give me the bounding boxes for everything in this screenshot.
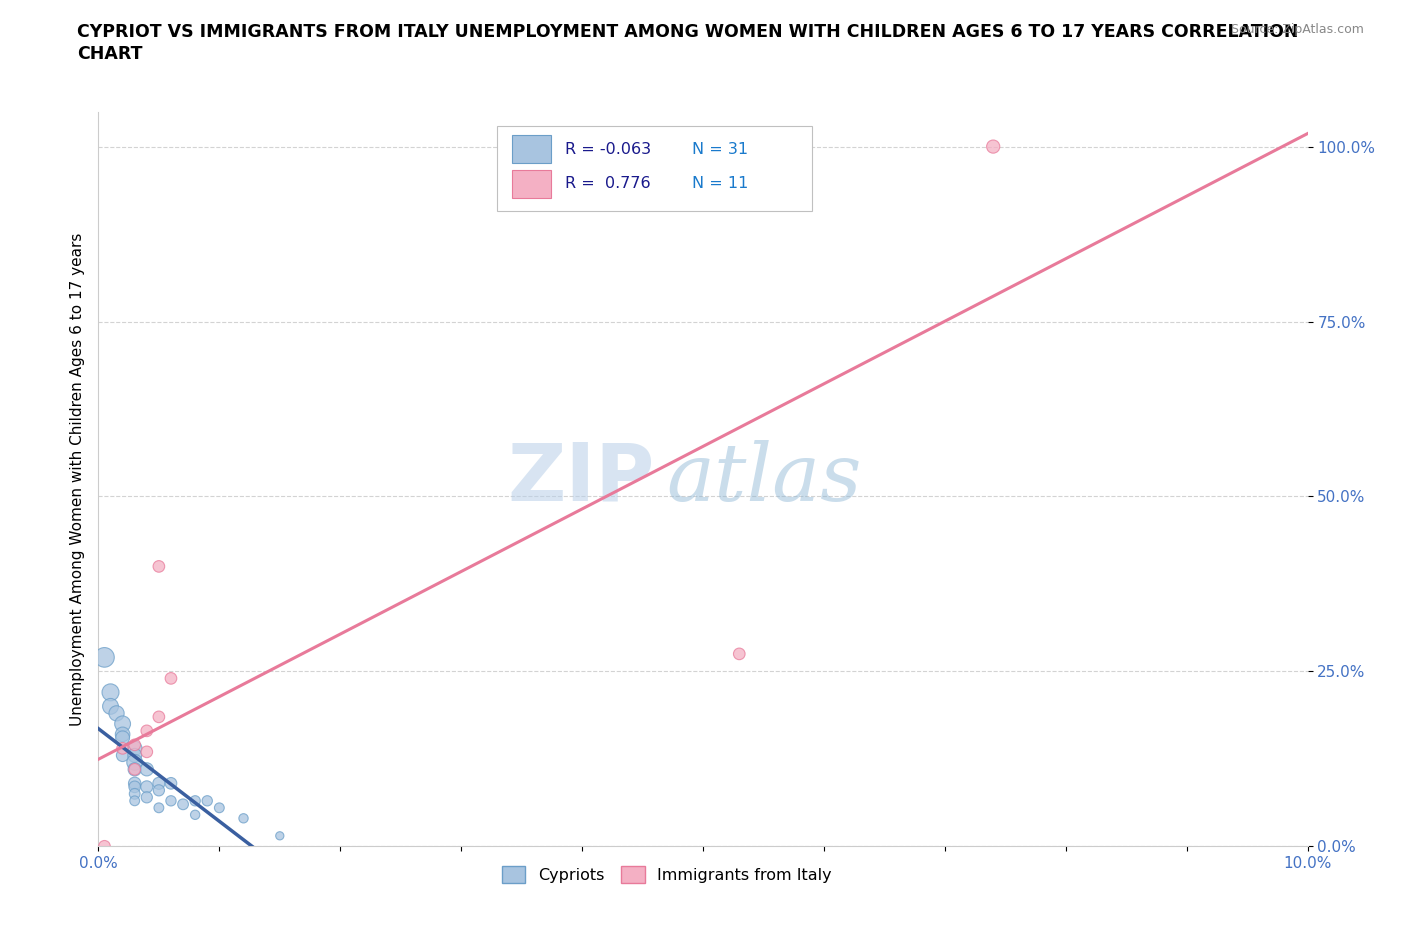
Point (148, 801, 170, 816)
Point (124, 793, 146, 808)
Point (105, 706, 128, 721)
Y-axis label: Unemployment Among Women with Children Ages 6 to 17 years: Unemployment Among Women with Children A… (69, 232, 84, 725)
Point (100, 684, 122, 699)
Point (160, 671, 183, 685)
Point (135, 779, 157, 794)
Point (135, 744, 157, 759)
Point (728, 646, 751, 661)
Point (124, 755, 146, 770)
Point (124, 776, 146, 790)
Point (148, 776, 170, 790)
Point (160, 776, 183, 790)
Point (111, 716, 134, 731)
Point (124, 762, 146, 777)
Point (172, 797, 194, 812)
Point (100, 699, 122, 714)
Point (269, 829, 291, 844)
Point (111, 748, 134, 763)
Point (981, 140, 1004, 154)
Point (124, 779, 146, 794)
Text: CHART: CHART (77, 45, 143, 62)
Text: N = 11: N = 11 (692, 176, 748, 191)
Point (111, 727, 134, 742)
Point (93, 839, 115, 854)
Point (184, 793, 207, 808)
Point (184, 807, 207, 822)
Point (195, 793, 218, 808)
Point (208, 801, 231, 816)
Legend: Cypriots, Immigrants from Italy: Cypriots, Immigrants from Italy (495, 859, 838, 890)
Text: Source: ZipAtlas.com: Source: ZipAtlas.com (1230, 23, 1364, 36)
Point (232, 811, 254, 826)
Point (111, 730, 134, 745)
Point (124, 741, 146, 756)
Point (124, 762, 146, 777)
Text: R = -0.063: R = -0.063 (565, 141, 651, 156)
Point (124, 748, 146, 763)
Point (124, 737, 146, 752)
Text: R =  0.776: R = 0.776 (565, 176, 651, 191)
Point (135, 762, 157, 777)
Point (148, 783, 170, 798)
Point (124, 787, 146, 802)
Text: ZIP: ZIP (508, 440, 655, 518)
FancyBboxPatch shape (512, 135, 551, 163)
Text: CYPRIOT VS IMMIGRANTS FROM ITALY UNEMPLOYMENT AMONG WOMEN WITH CHILDREN AGES 6 T: CYPRIOT VS IMMIGRANTS FROM ITALY UNEMPLO… (77, 23, 1299, 41)
Point (135, 790, 157, 804)
Text: N = 31: N = 31 (692, 141, 748, 156)
Point (93, 650, 115, 665)
Point (160, 793, 183, 808)
Text: atlas: atlas (666, 440, 862, 518)
Point (148, 559, 170, 574)
Point (135, 724, 157, 738)
FancyBboxPatch shape (498, 126, 811, 211)
Point (148, 710, 170, 724)
FancyBboxPatch shape (512, 169, 551, 197)
Point (111, 741, 134, 756)
